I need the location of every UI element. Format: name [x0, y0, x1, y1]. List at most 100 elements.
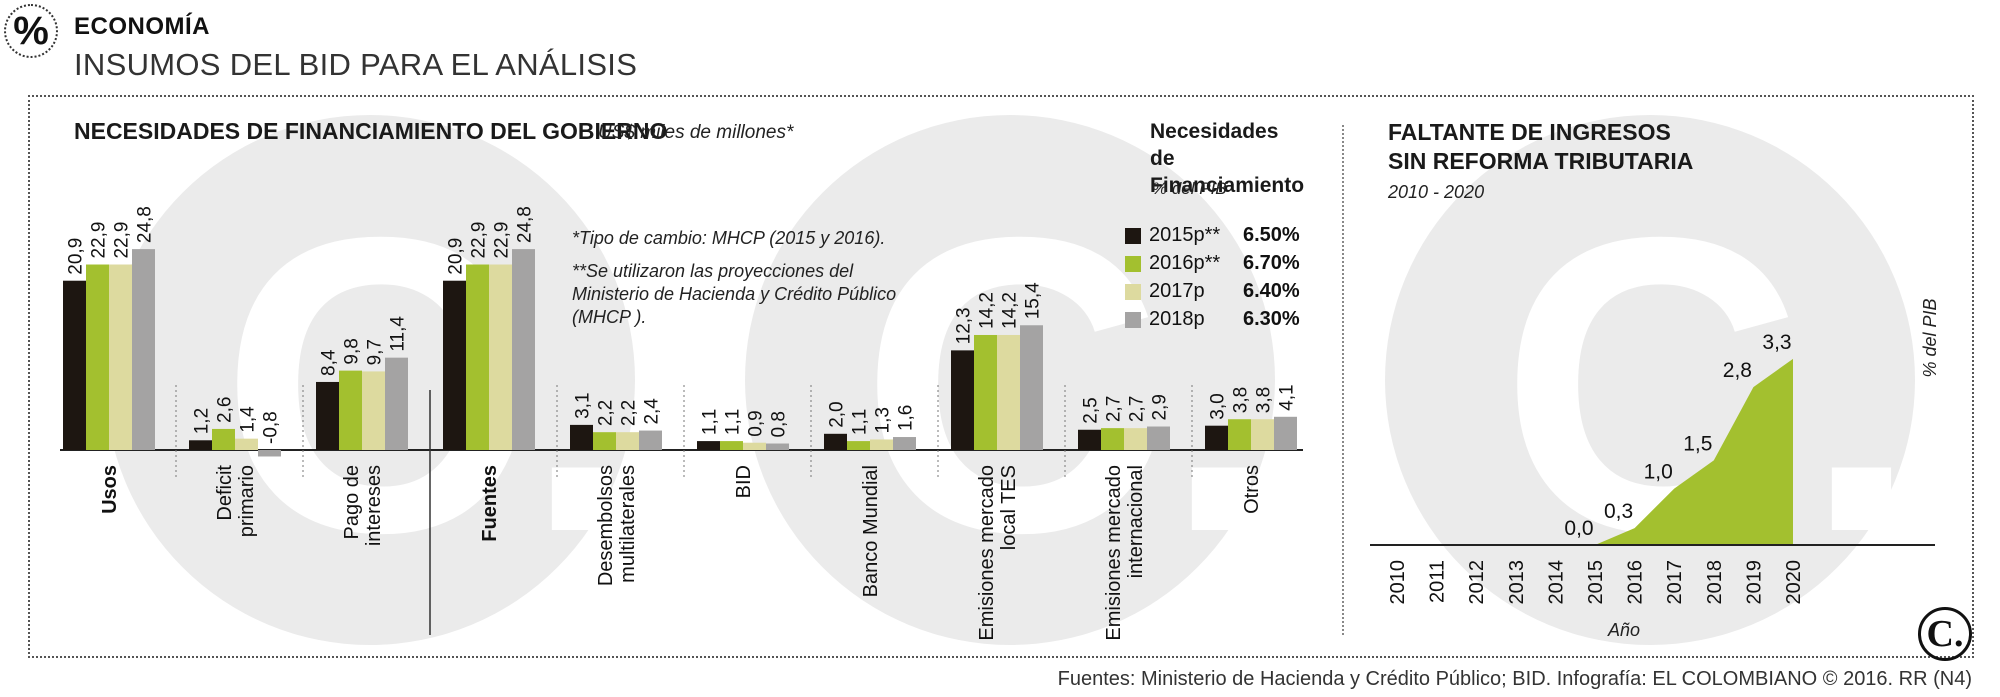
category-label: primario [236, 465, 258, 537]
category-label: Fuentes [479, 465, 501, 542]
bar [189, 440, 212, 450]
bar-value-label: 3,8 [1231, 387, 1252, 413]
bar [1251, 419, 1274, 450]
category-label: Pago de [341, 465, 363, 540]
bar-value-label: 14,2 [977, 292, 998, 329]
bar-value-label: 2,2 [596, 400, 617, 426]
legend-label: 2018p [1149, 308, 1205, 330]
year-tick-label: 2015 [1585, 560, 1607, 605]
bar-value-label: 2,0 [827, 401, 848, 427]
bar-value-label: 9,8 [342, 338, 363, 364]
bar-value-label: 22,9 [492, 222, 513, 259]
bar-value-label: 1,6 [896, 405, 917, 431]
bar-value-label: 2,2 [619, 400, 640, 426]
year-tick-label: 2016 [1625, 560, 1647, 605]
bar-value-label: 0,8 [769, 411, 790, 437]
watermark-letter: C. [860, 151, 1280, 620]
bar-value-label: 2,7 [1104, 396, 1125, 422]
bar [870, 439, 893, 450]
bar [1124, 428, 1147, 450]
bar-value-label: -0,8 [261, 411, 282, 444]
bar [512, 249, 535, 450]
bar [235, 438, 258, 450]
bar [743, 442, 766, 450]
bar-value-label: 2,5 [1081, 397, 1102, 423]
bar-value-label: 1,2 [192, 408, 213, 434]
bar [1205, 425, 1228, 450]
bar [639, 430, 662, 450]
year-tick-label: 2014 [1545, 560, 1567, 605]
bar [258, 450, 281, 457]
bar-value-label: 20,9 [66, 238, 87, 275]
bar [362, 371, 385, 450]
bar-value-label: 2,6 [215, 397, 236, 423]
area-value-label: 3,3 [1762, 331, 1791, 354]
section-label: ECONOMÍA [74, 13, 210, 40]
legend-swatch [1125, 228, 1141, 244]
bar-value-label: 1,1 [850, 409, 871, 435]
bar-value-label: 0,9 [746, 410, 767, 436]
bar [824, 433, 847, 450]
bar [63, 280, 86, 450]
bar [1147, 426, 1170, 450]
bar-value-label: 1,3 [873, 407, 894, 433]
percent-badge-icon: % [4, 4, 58, 58]
category-label: Usos [99, 465, 121, 514]
area-chart-range: 2010 - 2020 [1388, 182, 1485, 202]
bar [109, 264, 132, 450]
category-label: internacional [1125, 465, 1147, 578]
category-label: BID [733, 465, 755, 498]
bar-value-label: 22,9 [469, 222, 490, 259]
legend-label: 2016p** [1149, 252, 1221, 274]
bar-chart-unit: US$ miles de millones* [598, 122, 794, 143]
bar [1078, 429, 1101, 450]
year-tick-label: 2013 [1506, 560, 1528, 605]
bar-value-label: 8,4 [319, 349, 340, 376]
bar-value-label: 4,1 [1277, 384, 1298, 410]
bar-value-label: 22,9 [89, 222, 110, 259]
category-label: Banco Mundial [860, 465, 882, 597]
bar [997, 334, 1020, 450]
bar-value-label: 3,0 [1208, 393, 1229, 419]
infographic-frame [28, 95, 1974, 658]
legend-swatch [1125, 256, 1141, 272]
section-divider [1342, 125, 1344, 635]
bar-value-label: 12,3 [954, 307, 975, 344]
bar [720, 441, 743, 450]
bar [339, 370, 362, 450]
source-credit: Fuentes: Ministerio de Hacienda y Crédit… [1057, 668, 1972, 690]
category-label: multilaterales [617, 465, 639, 583]
year-tick-label: 2012 [1466, 560, 1488, 605]
category-label: Emisiones mercado [976, 465, 998, 641]
area-value-label: 2,8 [1723, 359, 1752, 382]
area-value-label: 0,0 [1564, 517, 1593, 540]
bar-value-label: 14,2 [1000, 292, 1021, 329]
legend-label: 2015p** [1149, 224, 1221, 246]
bar-value-label: 3,1 [573, 392, 594, 418]
legend-value: 6.70% [1243, 252, 1300, 274]
year-tick-label: 2018 [1704, 560, 1726, 605]
bar [1228, 419, 1251, 450]
bar-value-label: 15,4 [1023, 282, 1044, 319]
bar-value-label: 22,9 [112, 222, 133, 259]
el-colombiano-logo: C. [1918, 607, 1972, 661]
area-fill [1595, 358, 1793, 545]
bar [86, 264, 109, 450]
area-chart-title: FALTANTE DE INGRESOS SIN REFORMA TRIBUTA… [1388, 119, 1694, 174]
legend-unit: % del PIB [1152, 179, 1227, 198]
bar [316, 381, 339, 450]
bar [616, 432, 639, 450]
bar-value-label: 3,8 [1254, 387, 1275, 413]
bar [489, 264, 512, 450]
headline: INSUMOS DEL BID PARA EL ANÁLISIS [74, 47, 638, 82]
bar-value-label: 24,8 [515, 206, 536, 243]
category-label: Emisiones mercado [1103, 465, 1125, 641]
bar [1101, 428, 1124, 450]
year-tick-label: 2011 [1427, 560, 1449, 603]
bar-value-label: 2,7 [1127, 396, 1148, 422]
legend-swatch [1125, 284, 1141, 300]
legend-swatch [1125, 312, 1141, 328]
legend-label: 2017p [1149, 280, 1205, 302]
bar [132, 249, 155, 450]
